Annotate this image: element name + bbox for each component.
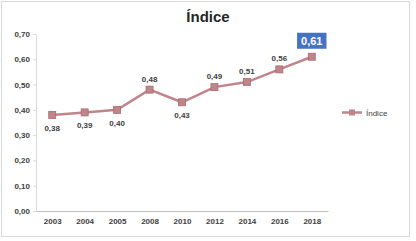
data-label: 0,56 — [272, 54, 288, 63]
y-tick-mark — [33, 186, 36, 187]
x-tick: 2012 — [206, 211, 224, 226]
y-tick: 0,00 — [14, 207, 36, 216]
x-tick-label: 2010 — [174, 217, 192, 226]
label-box — [297, 33, 326, 49]
data-label: 0,39 — [77, 121, 93, 130]
chart-container: Índice 0,00 0,10 0,20 0,30 0,40 0,50 0,60 0,70 20… — [0, 0, 416, 241]
y-tick: 0,50 — [14, 81, 36, 90]
x-tick-label: 2005 — [109, 217, 127, 226]
y-tick-label: 0,50 — [14, 81, 30, 90]
x-tick-label: 2003 — [44, 217, 62, 226]
y-tick-label: 0,60 — [14, 55, 30, 64]
y-tick-mark — [33, 160, 36, 161]
x-tick-label: 2014 — [238, 217, 256, 226]
y-tick-mark — [33, 110, 36, 111]
y-tick-label: 0,40 — [14, 106, 30, 115]
data-label: 0,38 — [44, 124, 60, 133]
y-tick-label: 0,30 — [14, 131, 30, 140]
y-tick-label: 0,20 — [14, 156, 30, 165]
chart-title: Índice — [186, 8, 229, 25]
legend: Índice — [342, 109, 388, 118]
x-tick: 2003 — [44, 211, 62, 226]
y-tick: 0,30 — [14, 131, 36, 140]
series-line — [52, 57, 312, 115]
y-tick-mark — [33, 85, 36, 86]
y-tick: 0,70 — [14, 30, 36, 39]
y-tick-label: 0,10 — [14, 182, 30, 191]
data-label: 0,43 — [174, 111, 190, 120]
y-tick: 0,60 — [14, 55, 36, 64]
x-tick-label: 2016 — [271, 217, 289, 226]
x-tick: 2014 — [238, 211, 256, 226]
chart-svg: Índice 0,00 0,10 0,20 0,30 0,40 0,50 0,60 0,70 20… — [0, 0, 416, 241]
data-label: 0,49 — [207, 72, 223, 81]
y-tick: 0,20 — [14, 156, 36, 165]
data-label: 0,48 — [142, 75, 158, 84]
y-axis-line — [36, 35, 37, 212]
x-tick: 2018 — [303, 211, 321, 226]
legend-item: Índice — [342, 109, 388, 118]
data-label: 0,61 — [301, 35, 322, 47]
x-tick-label: 2008 — [141, 217, 159, 226]
y-axis: 0,00 0,10 0,20 0,30 0,40 0,50 0,60 0,70 — [14, 30, 36, 216]
x-tick: 2016 — [271, 211, 289, 226]
data-labels: 0,38 0,39 0,40 0,48 0,43 0,49 0,51 0,56 0,61 — [44, 33, 326, 133]
series-marker — [114, 106, 121, 113]
series-marker — [276, 66, 283, 73]
y-tick-label: 0,70 — [14, 30, 30, 39]
series-marker — [146, 86, 153, 93]
x-tick: 2010 — [174, 211, 192, 226]
series-marker — [243, 79, 250, 86]
series-marker — [211, 84, 218, 91]
data-label: 0,51 — [239, 67, 255, 76]
marks — [49, 53, 316, 118]
x-tick-label: 2004 — [76, 217, 94, 226]
x-tick-label: 2012 — [206, 217, 224, 226]
highlight-label: 0,61 — [297, 33, 326, 49]
x-axis: 2003 2004 2005 2008 2010 2012 2014 2016 2018 — [37, 211, 329, 226]
y-tick-mark — [33, 135, 36, 136]
series-marker — [179, 99, 186, 106]
x-tick-label: 2018 — [303, 217, 321, 226]
series-marker — [308, 53, 315, 60]
y-tick-mark — [33, 59, 36, 60]
x-axis-line — [37, 211, 329, 212]
y-tick-label: 0,00 — [14, 207, 30, 216]
legend-label: Índice — [366, 109, 388, 118]
legend-marker — [349, 110, 355, 116]
y-tick: 0,10 — [14, 182, 36, 191]
x-tick: 2004 — [76, 211, 94, 226]
series-marker — [49, 111, 56, 118]
y-tick-mark — [33, 211, 36, 212]
y-tick-mark — [33, 34, 36, 35]
chart-frame — [2, 2, 410, 237]
x-tick: 2005 — [109, 211, 127, 226]
series-marker — [81, 109, 88, 116]
plot: 0,00 0,10 0,20 0,30 0,40 0,50 0,60 0,70 2003 2004… — [14, 30, 328, 226]
x-tick: 2008 — [141, 211, 159, 226]
y-tick: 0,40 — [14, 106, 36, 115]
data-label: 0,40 — [109, 119, 125, 128]
